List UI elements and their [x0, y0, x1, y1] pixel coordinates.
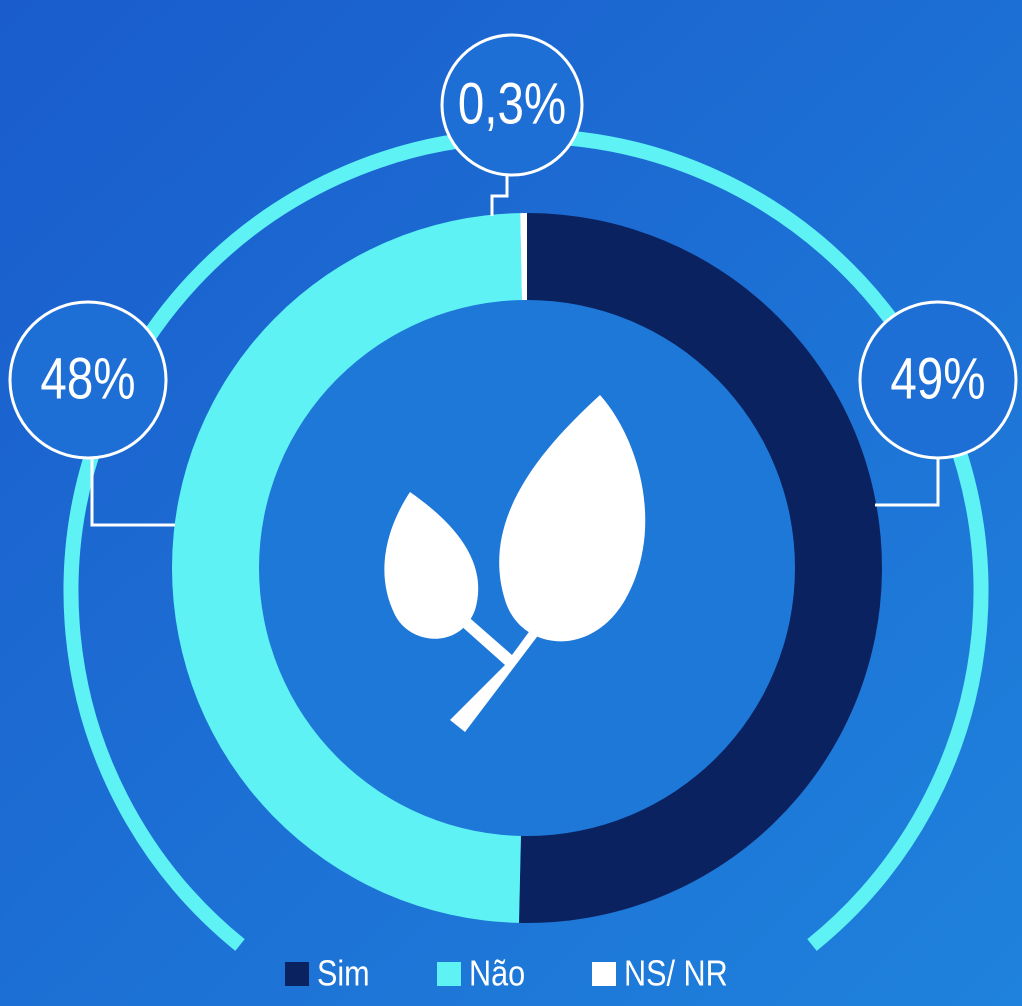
leader-line	[90, 458, 175, 527]
leaf-small	[384, 492, 479, 639]
legend-swatch	[592, 962, 616, 986]
legend-label: Não	[469, 954, 525, 994]
value-label: 0,3%	[458, 72, 566, 137]
leader-line	[490, 175, 509, 216]
legend-label: NS/ NR	[624, 954, 728, 994]
value-label: 49%	[890, 347, 985, 412]
label-bubble	[8, 300, 168, 460]
leaf-large	[499, 395, 646, 642]
label-bubble	[440, 33, 584, 177]
legend-label: Sim	[317, 954, 370, 994]
value-label: 48%	[40, 347, 135, 412]
label-bubble	[858, 300, 1018, 460]
leader-line	[875, 458, 940, 507]
leaf-icon	[384, 395, 646, 732]
stem	[432, 480, 610, 732]
leader-lines	[90, 175, 940, 527]
legend-swatch	[285, 962, 309, 986]
legend-swatch	[437, 962, 461, 986]
